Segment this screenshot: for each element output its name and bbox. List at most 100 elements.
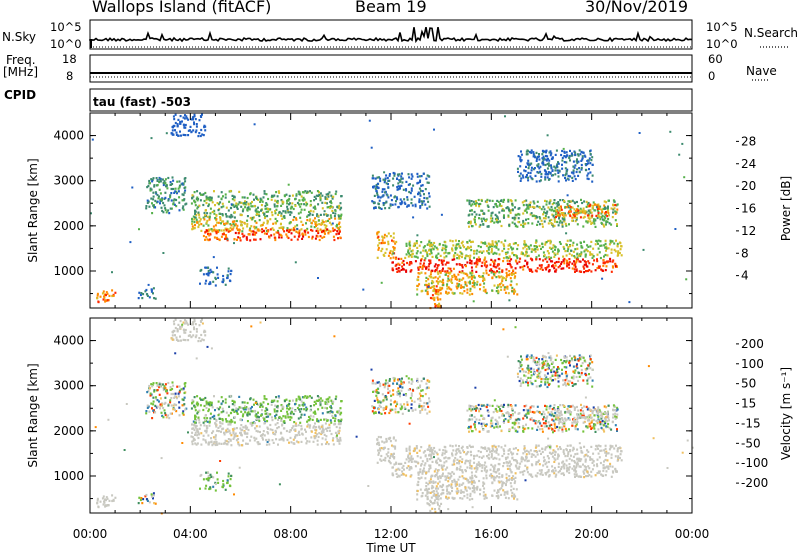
- echo-pixel: [244, 426, 247, 429]
- echo-pixel: [396, 177, 399, 180]
- echo-pixel: [444, 244, 447, 247]
- echo-pixel: [522, 452, 525, 455]
- echo-pixel: [202, 273, 205, 276]
- echo-pixel: [580, 163, 583, 167]
- echo-pixel: [573, 473, 576, 476]
- echo-pixel: [323, 418, 326, 421]
- echo-pixel: [192, 439, 195, 442]
- echo-pixel: [489, 468, 492, 471]
- echo-pixel: [299, 410, 302, 413]
- echo-pixel: [142, 293, 145, 296]
- echo-pixel: [475, 265, 478, 268]
- echo-pixel: [602, 223, 605, 226]
- echo-pixel: [510, 463, 513, 466]
- echo-pixel: [182, 183, 185, 186]
- echo-region-12: [426, 285, 444, 310]
- echo-pixel: [399, 462, 401, 466]
- echo-pixel: [463, 246, 466, 249]
- echo-pixel: [590, 445, 593, 448]
- echo-pixel: [465, 265, 467, 268]
- echo-pixel: [491, 260, 494, 263]
- echo-pixel: [208, 203, 210, 206]
- echo-pixel: [184, 385, 187, 388]
- echo-pixel: [538, 244, 541, 247]
- echo-pixel: [488, 243, 491, 246]
- echo-pixel: [574, 453, 577, 456]
- echo-pixel: [182, 116, 185, 119]
- echo-pixel: [155, 382, 158, 385]
- echo-pixel: [260, 204, 263, 207]
- echo-pixel: [449, 239, 452, 242]
- echo-pixel: [320, 425, 323, 428]
- echo-pixel: [104, 299, 107, 302]
- echo-pixel: [469, 272, 472, 275]
- echo-pixel: [171, 129, 174, 132]
- echo-pixel: [246, 223, 249, 226]
- echo-pixel: [258, 214, 261, 218]
- echo-pixel: [146, 186, 149, 189]
- echo-pixel: [542, 155, 545, 158]
- echo-pixel: [576, 223, 579, 226]
- echo-pixel: [551, 265, 553, 268]
- echo-pixel: [445, 271, 448, 274]
- echo-pixel: [432, 281, 435, 284]
- echo-pixel: [332, 211, 335, 214]
- echo-pixel: [520, 177, 523, 180]
- echo-pixel: [437, 305, 439, 308]
- echo-pixel: [520, 252, 523, 255]
- echo-pixel: [181, 207, 184, 210]
- echo-pixel: [327, 443, 330, 446]
- echo-pixel: [522, 224, 525, 227]
- echo-pixel: [432, 248, 435, 251]
- echo-pixel: [254, 209, 257, 212]
- echo-pixel: [483, 282, 486, 285]
- echo-pixel: [535, 270, 538, 273]
- echo-pixel: [514, 242, 517, 245]
- echo-pixel: [392, 177, 395, 180]
- echo-pixel: [552, 244, 555, 247]
- echo-pixel: [177, 323, 180, 326]
- echo-pixel: [339, 215, 342, 218]
- echo-pixel: [537, 220, 540, 223]
- echo-pixel: [606, 220, 609, 223]
- echo-pixel: [331, 197, 334, 200]
- echo-pixel: [402, 472, 404, 475]
- echo-pixel: [586, 214, 589, 217]
- echo-pixel: [529, 269, 531, 272]
- echo-pixel: [534, 217, 537, 220]
- echo-pixel: [288, 399, 291, 402]
- echo-pixel: [165, 390, 167, 393]
- echo-pixel: [104, 505, 107, 508]
- echo-pixel: [286, 407, 289, 410]
- echo-pixel: [503, 244, 506, 247]
- noise-pixel: [628, 301, 631, 304]
- echo-pixel: [251, 423, 254, 426]
- echo-pixel: [205, 236, 208, 239]
- echo-pixel: [271, 428, 274, 432]
- echo-pixel: [191, 217, 193, 220]
- echo-pixel: [242, 439, 245, 442]
- echo-pixel: [430, 457, 433, 460]
- echo-pixel: [510, 272, 513, 275]
- echo-pixel: [247, 407, 250, 410]
- echo-pixel: [451, 281, 454, 284]
- echo-pixel: [215, 236, 218, 239]
- echo-pixel: [167, 403, 170, 406]
- echo-pixel: [481, 464, 483, 467]
- echo-pixel: [298, 433, 301, 436]
- echo-pixel: [529, 205, 532, 208]
- echo-pixel: [389, 204, 392, 207]
- echo-pixel: [568, 466, 571, 469]
- echo-pixel: [542, 213, 545, 216]
- echo-pixel: [525, 150, 528, 153]
- echo-pixel: [317, 426, 320, 429]
- echo-pixel: [420, 258, 423, 261]
- echo-pixel: [458, 270, 461, 273]
- echo-pixel: [207, 198, 210, 201]
- echo-pixel: [148, 205, 151, 208]
- echo-pixel: [174, 334, 176, 337]
- echo-pixel: [415, 445, 418, 448]
- echo-pixel: [316, 227, 319, 230]
- echo-pixel: [334, 217, 337, 220]
- echo-pixel: [410, 177, 413, 180]
